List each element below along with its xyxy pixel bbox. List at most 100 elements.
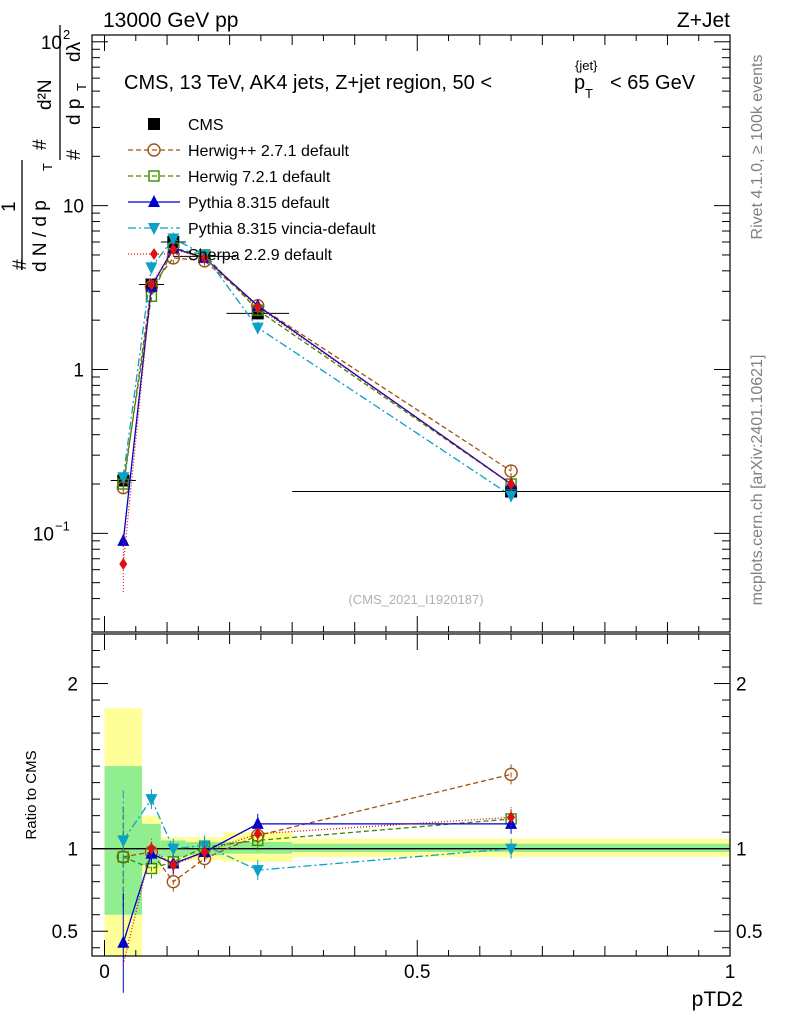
ratio-ytick-label: 2 [67,675,78,696]
ratio-point [117,835,130,848]
series-pythia-8-315-vincia-default [117,232,518,503]
data-point [200,251,209,264]
legend-marker [148,195,160,207]
ratio-series-sherpa-2-2-9-default [122,807,516,965]
ratio-ytick-label-right: 0.5 [736,922,762,943]
data-point [119,558,128,571]
legend-label: Pythia 8.315 default [188,195,330,212]
series-line-sherpa-2-2-9-default [122,248,512,565]
ratio-ytick-label-right: 1 [736,840,747,861]
ylabel-dpt: d p [64,99,85,125]
title-text: CMS, 13 TeV, AK4 jets, Z+jet region, 50 … [124,72,492,94]
ratio-point [505,843,518,856]
title-tail: < 65 GeV [610,72,696,94]
data-point [147,278,156,291]
ylabel-hash-2: # [30,139,51,150]
ratio-point [167,843,180,856]
ratio-xtick-label: 1 [725,962,736,983]
header-left: 13000 GeV pp [103,9,238,32]
ylabel-d2n: d²N [35,79,56,110]
ratio-ytick-label-right: 2 [736,675,747,696]
data-point [117,533,130,546]
ratio-ylabel: Ratio to CMS [23,750,40,839]
ratio-point [147,842,156,855]
series-line-pythia-8-315-vincia-default [122,237,512,497]
mcplots-label: mcplots.cern.ch [arXiv:2401.10621] [749,355,766,606]
title-pt-sup: {jet} [575,58,598,73]
data-point [117,472,130,485]
ratio-point [145,794,158,807]
legend: CMS Herwig++ 2.7.1 default Herwig 7.2.1 de… [128,117,376,264]
ratio-point [504,767,518,782]
ylabel-sub-t-2: T [74,83,89,91]
ratio-point [169,859,178,872]
main-ytick-exponent: −1 [55,518,70,533]
ratio-line-herwig-2-7-1-default [123,773,512,883]
title-pt-sub: T [585,86,593,101]
legend-marker [148,170,160,182]
legend-marker [147,143,161,157]
ratio-line-sherpa-2-2-9-default [122,816,512,965]
legend-marker [148,118,160,130]
ratio-xlabel: pTD2 [692,988,743,1011]
ylabel-sub-t-1: T [40,163,55,171]
legend-label: Herwig++ 2.7.1 default [188,143,350,160]
legend-label: Herwig 7.2.1 default [188,169,331,186]
ratio-line-pythia-8-315-default [122,823,512,943]
legend-label: Sherpa 2.2.9 default [188,247,333,264]
legend-label: Pythia 8.315 vincia-default [188,221,376,238]
ratio-point [166,874,181,889]
main-ytick-label: 1 [73,360,84,381]
main-ytick-exponent: 2 [63,27,70,42]
analysis-watermark: (CMS_2021_I1920187) [348,592,483,607]
main-ylabel: # 1 d N / d p T # d p T dλ # d²N [0,25,89,272]
ratio-ytick-label: 0.5 [52,922,78,943]
ylabel-hash-3: # [64,149,85,160]
series-line-herwig-2-7-1-default [122,257,512,488]
ratio-point [507,811,516,824]
ratio-point [117,935,130,948]
ratio-plot-frame [91,633,731,957]
main-ytick-label: 10 [33,524,54,545]
data-point [251,322,264,335]
legend-marker [148,223,160,235]
ratio-xtick-label: 0.5 [404,962,430,983]
rivet-label: Rivet 4.1.0, ≥ 100k events [749,55,766,240]
title-pt: p [574,72,585,94]
legend-marker [150,248,158,260]
data-point [507,478,516,491]
series-line-herwig-7-2-1-default [122,247,512,485]
ratio-ytick-label: 1 [67,840,78,861]
legend-entry-cms: CMS [148,117,224,134]
data-point [145,262,158,275]
ratio-point [251,816,264,829]
header-right: Z+Jet [677,9,730,32]
series-cms [110,235,730,498]
ylabel-dlambda: dλ [64,41,85,62]
legend-label: CMS [188,117,224,134]
ratio-xtick-label: 0 [99,962,110,983]
series-herwig-2-7-1-default [116,251,518,495]
ratio-line-pythia-8-315-vincia-default [122,797,512,871]
legend-entry-pythia-8-315-vincia-default: Pythia 8.315 vincia-default [128,221,376,238]
series-line-pythia-8-315-default [122,247,512,541]
data-point [167,233,180,246]
ylabel-hash-1: # [10,259,31,270]
series-herwig-7-2-1-default [117,242,517,491]
main-title: CMS, 13 TeV, AK4 jets, Z+jet region, 50 … [124,58,696,101]
data-point [505,490,518,503]
series-pythia-8-315-default [117,241,518,547]
series-sherpa-2-2-9-default [119,243,516,595]
data-point [169,243,178,256]
legend-entry-herwig-2-7-1-default: Herwig++ 2.7.1 default [128,143,350,160]
legend-entry-pythia-8-315-default: Pythia 8.315 default [128,195,330,212]
ratio-point [253,827,262,840]
main-plot-frame [91,34,731,633]
ylabel-dn-dpt: d N / d p [30,200,51,272]
legend-entry-sherpa-2-2-9-default: Sherpa 2.2.9 default [128,247,333,264]
ratio-point [251,865,264,878]
legend-entry-herwig-7-2-1-default: Herwig 7.2.1 default [128,169,331,186]
main-ytick-label: 10 [41,33,62,54]
main-ytick-label: 10 [63,197,84,218]
